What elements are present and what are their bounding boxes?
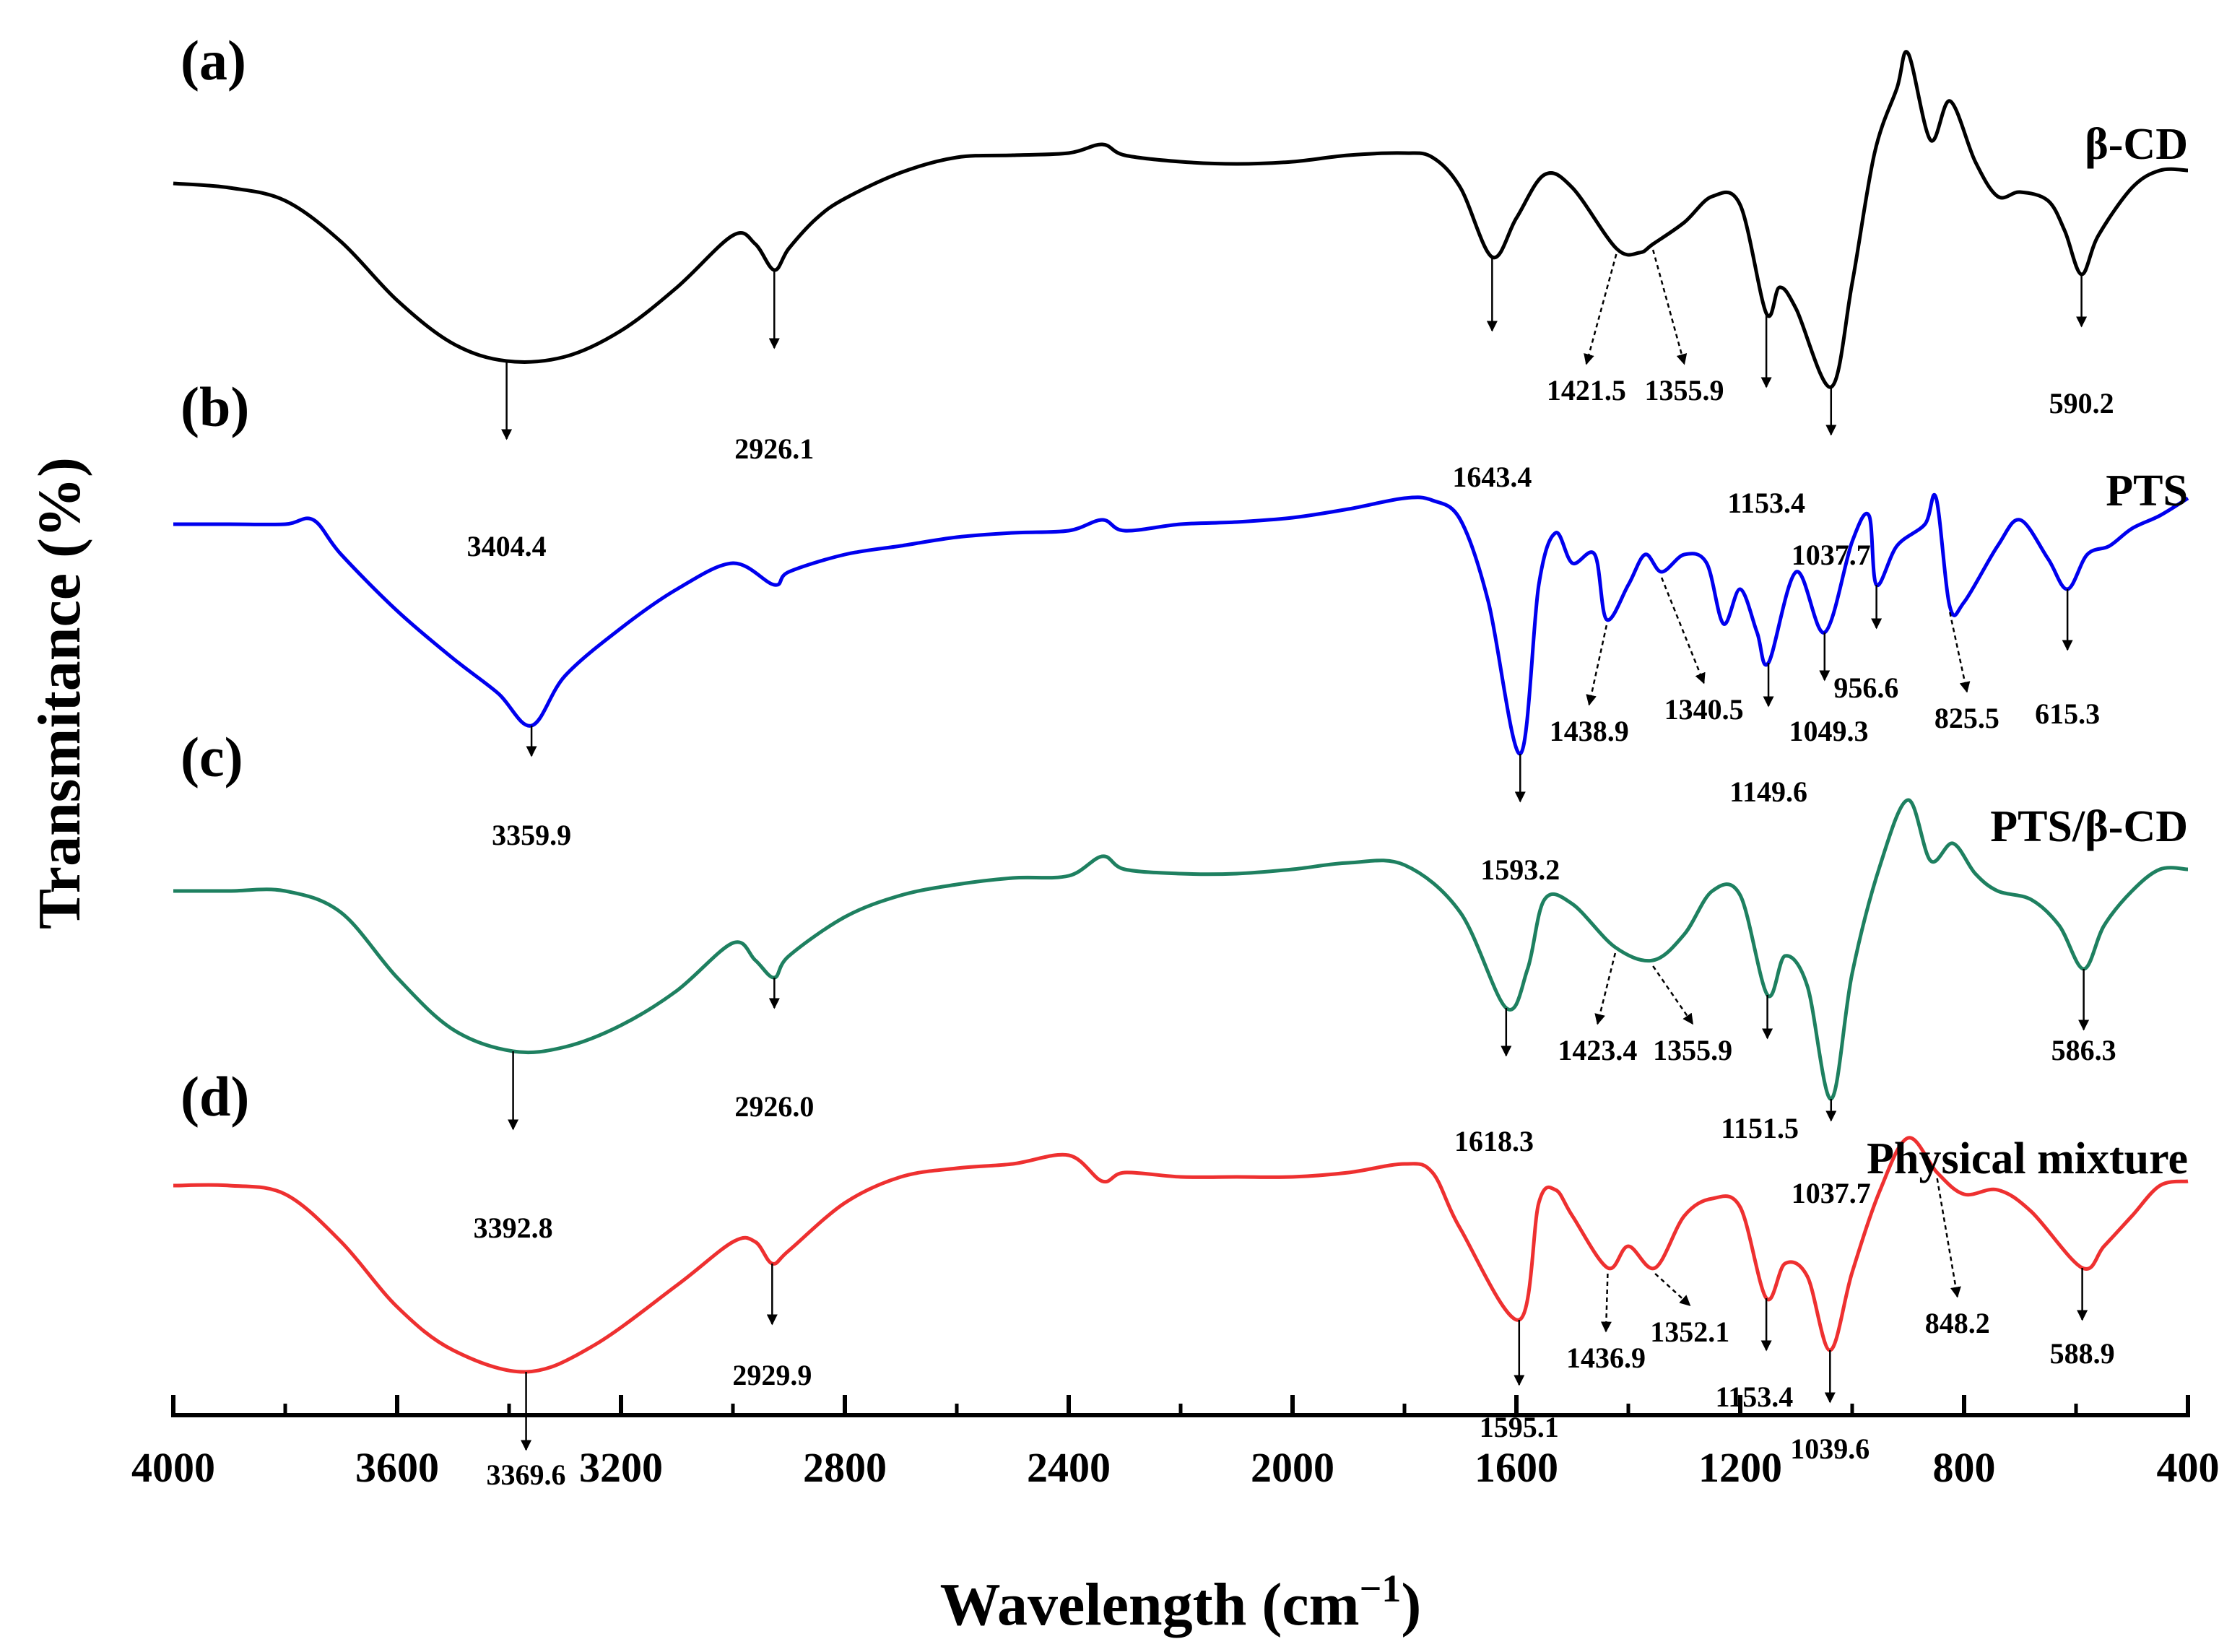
series-group: (d) Physical mixture [173,1065,2189,1374]
peak-label: 3369.6 [487,1458,566,1491]
y-axis-title: Transmitance (%) [26,457,93,929]
panel-label: (a) [181,29,246,92]
peak-label: 1355.9 [1653,1034,1732,1066]
peak-label: 1151.5 [1721,1112,1799,1144]
peak-label: 588.9 [2050,1337,2115,1370]
peak-label: 3392.8 [474,1212,553,1244]
x-tick-label: 2800 [803,1444,887,1491]
x-tick-label: 2000 [1251,1444,1334,1491]
x-tick-label: 400 [2157,1444,2220,1491]
series-line [173,50,2189,389]
peak-label: 1037.7 [1792,1177,1871,1209]
peak-label: 1421.5 [1547,374,1626,407]
peak-label: 1643.4 [1452,461,1532,493]
peak-label: 1340.5 [1664,693,1744,726]
peak-label: 3359.9 [492,819,571,851]
x-axis: 4000 3600 3200 2800 2400 2000 1600 1200 800 400 [131,1395,2220,1491]
x-tick-label: 1600 [1475,1444,1558,1491]
peak-label: 1436.9 [1566,1342,1646,1374]
series-label: β-CD [2085,120,2188,169]
peak-label: 1039.6 [1790,1433,1870,1465]
x-tick-label: 3600 [355,1444,439,1491]
plot-area: (a) β-CD (b) PTS (c) PTS/β-CD (d) Physical mixt… [173,29,2189,1491]
peak-label: 848.2 [1925,1307,1990,1339]
panel-label: (c) [181,726,243,788]
x-tick-label: 2400 [1027,1444,1111,1491]
series-label: Physical mixture [1867,1134,2188,1183]
peak-label: 2926.0 [734,1090,814,1123]
peak-arrow [1594,952,1617,1025]
peak-arrow [1651,249,1688,365]
peak-label: 3404.4 [467,530,547,562]
series-group: (b) PTS [173,375,2189,756]
peak-arrow [1584,253,1617,365]
series-line [173,1136,2189,1374]
x-tick-label: 4000 [131,1444,215,1491]
peak-label: 1593.2 [1480,853,1560,886]
peak-label: 590.2 [2049,387,2114,419]
peak-label: 825.5 [1934,702,1999,734]
peak-label: 1153.4 [1715,1381,1793,1413]
panel-label: (b) [181,375,249,438]
series-line [173,798,2189,1101]
x-tick-label: 3200 [579,1444,663,1491]
peak-label: 956.6 [1833,671,1898,704]
peak-arrow [1660,577,1706,684]
peak-arrow [1586,625,1608,706]
peak-label: 2929.9 [732,1359,812,1391]
peak-arrow [1600,1273,1612,1333]
peak-label: 2926.1 [734,432,814,465]
peak-label: 1149.6 [1729,775,1807,808]
peak-label: 1438.9 [1550,715,1629,747]
peak-arrow [1936,1178,1961,1298]
x-axis-title: Wavelength (cm−1) [940,1567,1422,1638]
x-tick-label: 800 [1933,1444,1996,1491]
series-group: (c) PTS/β-CD [173,726,2189,1101]
peak-label: 615.3 [2035,697,2100,730]
peak-label: 1352.1 [1650,1316,1729,1348]
peak-arrow [1654,1273,1691,1307]
x-tick-label: 1200 [1698,1444,1782,1491]
series-label: PTS/β-CD [1990,802,2188,851]
peak-label: 1037.7 [1792,539,1871,571]
peak-label: 1423.4 [1558,1034,1637,1066]
series-label: PTS [2106,466,2188,516]
peak-arrow [1949,612,1971,693]
peak-label: 586.3 [2051,1034,2116,1066]
peak-label: 1153.4 [1727,487,1805,519]
peak-arrow [1652,965,1694,1025]
series-group: (a) β-CD [173,29,2189,389]
peak-label: 1355.9 [1645,374,1724,407]
peak-label: 1049.3 [1789,715,1868,747]
peak-label: 1618.3 [1454,1125,1534,1157]
series-line [173,493,2189,756]
panel-label: (d) [181,1065,249,1128]
